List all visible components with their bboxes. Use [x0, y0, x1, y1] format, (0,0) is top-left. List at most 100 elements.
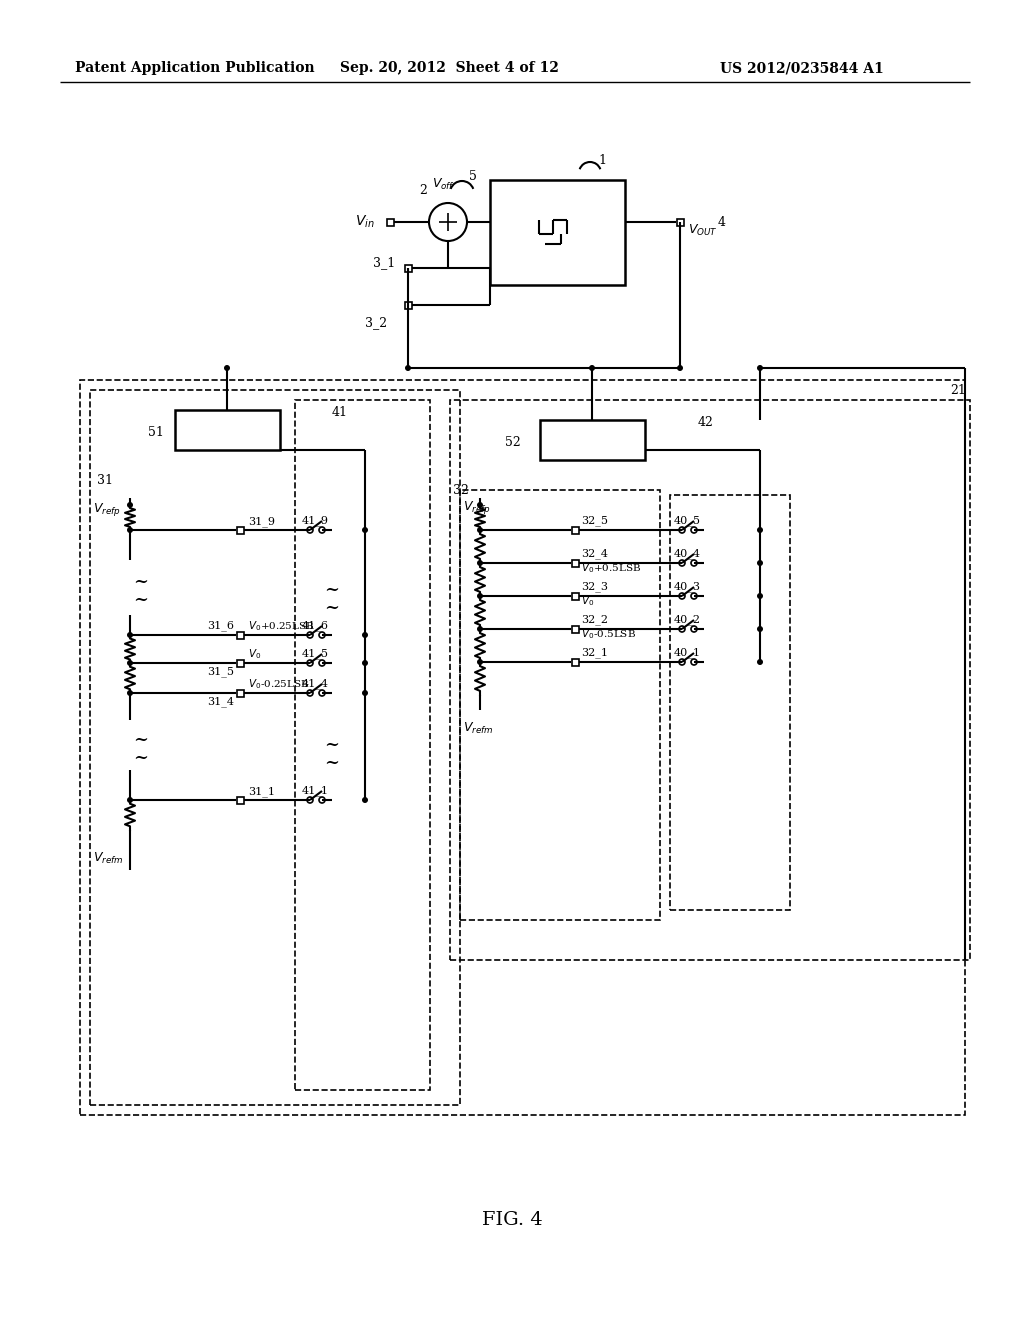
Text: Patent Application Publication: Patent Application Publication — [75, 61, 314, 75]
Circle shape — [127, 502, 133, 508]
Circle shape — [127, 527, 133, 533]
Text: $V_0$+0.25LSB: $V_0$+0.25LSB — [248, 619, 314, 632]
Text: $V_0$: $V_0$ — [581, 594, 594, 609]
Bar — [677, 219, 683, 226]
Text: 41_9: 41_9 — [302, 516, 329, 527]
Bar — [237, 689, 244, 697]
Circle shape — [477, 659, 483, 665]
Text: 32: 32 — [453, 483, 469, 496]
Bar — [460, 490, 660, 920]
Text: $V_0$+0.5LSB: $V_0$+0.5LSB — [581, 561, 641, 576]
Text: $V_{off}$: $V_{off}$ — [432, 177, 456, 191]
Circle shape — [477, 527, 483, 533]
Text: 51: 51 — [148, 425, 164, 438]
Circle shape — [477, 626, 483, 632]
Bar — [404, 264, 412, 272]
Text: $V_{refp}$: $V_{refp}$ — [463, 499, 490, 516]
Text: $V_{in}$: $V_{in}$ — [355, 214, 375, 230]
Text: 41_4: 41_4 — [302, 678, 329, 689]
Text: 42: 42 — [698, 417, 714, 429]
Text: 21: 21 — [950, 384, 966, 396]
Circle shape — [477, 502, 483, 508]
Bar — [571, 560, 579, 566]
Text: 41_1: 41_1 — [302, 785, 329, 796]
Bar — [571, 593, 579, 599]
Text: ~: ~ — [133, 731, 148, 748]
Text: ~: ~ — [325, 754, 340, 772]
Bar — [540, 420, 645, 459]
Circle shape — [362, 660, 368, 667]
Circle shape — [757, 626, 763, 632]
Circle shape — [362, 797, 368, 803]
Bar — [571, 527, 579, 533]
Text: 40_5: 40_5 — [674, 516, 701, 527]
Text: 31_6: 31_6 — [207, 620, 234, 631]
Circle shape — [127, 797, 133, 803]
Circle shape — [362, 632, 368, 638]
Circle shape — [127, 690, 133, 696]
Text: $V_{refp}$: $V_{refp}$ — [93, 502, 121, 519]
Circle shape — [589, 366, 595, 371]
Circle shape — [127, 660, 133, 667]
Bar — [237, 527, 244, 533]
Text: 52: 52 — [505, 437, 521, 450]
Text: US 2012/0235844 A1: US 2012/0235844 A1 — [720, 61, 884, 75]
Text: 32_5: 32_5 — [581, 516, 608, 527]
Circle shape — [127, 632, 133, 638]
Text: ~: ~ — [133, 573, 148, 591]
Text: ~: ~ — [325, 599, 340, 616]
Text: $V_{refm}$: $V_{refm}$ — [463, 721, 494, 735]
Text: 32_2: 32_2 — [581, 615, 608, 626]
Text: 31_4: 31_4 — [207, 697, 234, 708]
Text: $V_{refm}$: $V_{refm}$ — [93, 850, 124, 866]
Text: 4: 4 — [718, 215, 726, 228]
Bar — [490, 180, 625, 285]
Bar — [571, 626, 579, 632]
Circle shape — [757, 366, 763, 371]
Text: ~: ~ — [133, 748, 148, 767]
Bar — [237, 796, 244, 804]
Circle shape — [757, 659, 763, 665]
Text: FIG. 4: FIG. 4 — [481, 1210, 543, 1229]
Circle shape — [677, 366, 683, 371]
Bar — [670, 495, 790, 909]
Text: $V_0$-0.25LSB: $V_0$-0.25LSB — [248, 677, 309, 690]
Text: 3_1: 3_1 — [373, 256, 395, 269]
Text: 5: 5 — [469, 170, 477, 183]
Text: 40_2: 40_2 — [674, 615, 701, 626]
Text: ~: ~ — [325, 737, 340, 754]
Circle shape — [406, 366, 411, 371]
Bar — [237, 631, 244, 639]
Bar — [237, 660, 244, 667]
Circle shape — [477, 560, 483, 566]
Circle shape — [362, 690, 368, 696]
Text: 41: 41 — [332, 405, 348, 418]
Text: $V_0$: $V_0$ — [248, 647, 261, 661]
Bar — [386, 219, 393, 226]
Bar — [450, 400, 970, 960]
Text: ~: ~ — [325, 581, 340, 599]
Bar — [90, 389, 460, 1105]
Text: 3_2: 3_2 — [365, 317, 387, 330]
Bar — [80, 380, 965, 1115]
Text: ~: ~ — [133, 591, 148, 609]
Text: 31_5: 31_5 — [207, 667, 234, 677]
Text: 31_1: 31_1 — [248, 787, 275, 797]
Text: 32_4: 32_4 — [581, 549, 608, 560]
Text: 40_4: 40_4 — [674, 549, 701, 560]
Text: 32_3: 32_3 — [581, 582, 608, 593]
Circle shape — [477, 593, 483, 599]
Circle shape — [757, 560, 763, 566]
Circle shape — [224, 366, 230, 371]
Bar — [295, 400, 430, 1090]
Text: 31: 31 — [97, 474, 113, 487]
Text: 41_6: 41_6 — [302, 620, 329, 631]
Text: $V_{OUT}$: $V_{OUT}$ — [688, 223, 718, 238]
Text: $V_0$-0.5LSB: $V_0$-0.5LSB — [581, 627, 636, 642]
Text: 32_1: 32_1 — [581, 648, 608, 659]
Circle shape — [757, 593, 763, 599]
Text: Sep. 20, 2012  Sheet 4 of 12: Sep. 20, 2012 Sheet 4 of 12 — [340, 61, 559, 75]
Circle shape — [757, 527, 763, 533]
Text: 40_3: 40_3 — [674, 582, 701, 593]
Text: 41_5: 41_5 — [302, 648, 329, 660]
